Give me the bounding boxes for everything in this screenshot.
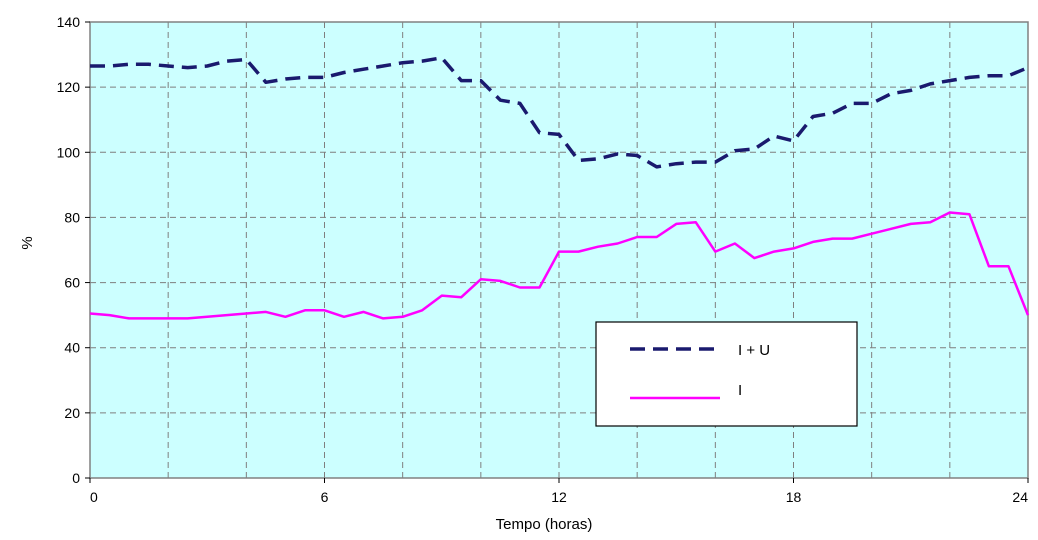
x-axis: 0 6 12 18 24 (89, 478, 1029, 505)
y-axis-title: % (19, 236, 36, 249)
legend: I + U I (595, 321, 858, 427)
y-tick-label: 20 (64, 405, 80, 421)
legend-label-i-u: I + U (738, 342, 770, 359)
x-tick-label: 24 (1012, 489, 1028, 505)
y-tick-label: 140 (57, 14, 81, 30)
x-tick-label: 12 (551, 489, 567, 505)
y-tick-label: 40 (64, 340, 80, 356)
x-tick-label: 18 (786, 489, 802, 505)
series-layer (89, 56, 1030, 320)
x-tick-label: 6 (321, 489, 329, 505)
legend-box (595, 321, 858, 427)
y-tick-label: 60 (64, 275, 80, 291)
legend-label-i: I (738, 382, 742, 399)
x-tick-label: 0 (90, 489, 98, 505)
y-tick-label: 120 (57, 79, 81, 95)
y-tick-label: 100 (57, 144, 81, 160)
y-tick-label: 80 (64, 209, 80, 225)
plot-area-background (90, 22, 1028, 478)
y-tick-label: 0 (72, 470, 80, 486)
y-axis: 0 20 40 60 80 100 120 140 (57, 14, 90, 486)
series-line-i-u (90, 56, 1029, 169)
x-axis-title: Tempo (horas) (496, 516, 593, 533)
series-line-i (89, 211, 1030, 320)
